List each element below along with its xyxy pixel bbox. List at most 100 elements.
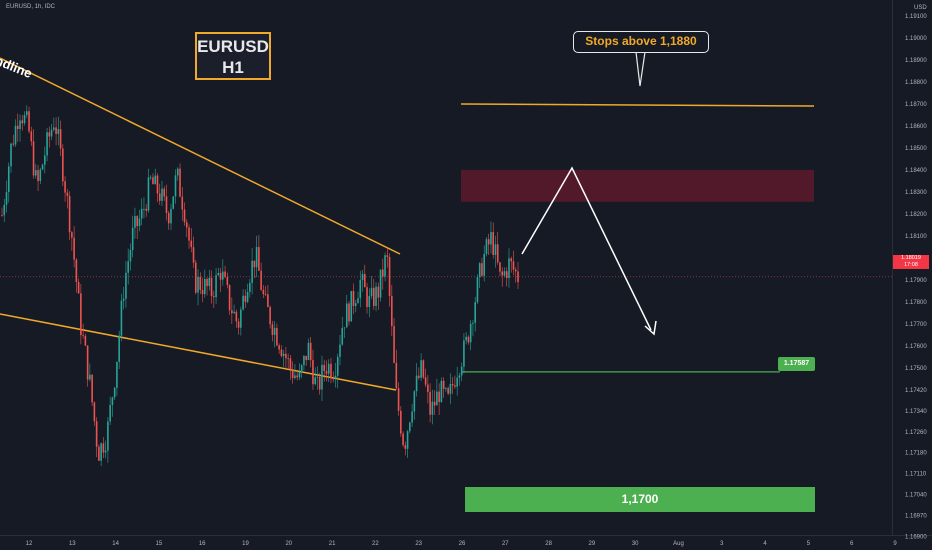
- candle-body: [253, 260, 256, 268]
- candle-body: [1, 215, 3, 216]
- candle-body: [37, 170, 39, 182]
- candle-body: [436, 391, 438, 406]
- candle-body: [107, 421, 109, 451]
- candle-body: [231, 310, 233, 314]
- candle-body: [44, 155, 46, 165]
- candle-body: [404, 445, 407, 449]
- candle-body: [348, 303, 350, 322]
- candle-body: [7, 166, 10, 193]
- y-tick-label: 1.18500: [905, 146, 927, 152]
- candle-body: [73, 237, 75, 260]
- candle-body: [291, 369, 294, 379]
- y-tick-label: 1.17040: [905, 493, 927, 499]
- timeframe-label: H1: [222, 58, 244, 77]
- stop-level-line: [460, 103, 815, 107]
- x-tick-label: 3: [720, 541, 724, 547]
- candle-body: [438, 391, 440, 403]
- candle-body: [84, 335, 87, 346]
- candle-body: [165, 196, 168, 213]
- candle-body: [161, 188, 163, 201]
- candle-body: [485, 239, 488, 254]
- candle-body: [246, 291, 249, 302]
- candle-body: [262, 290, 265, 295]
- y-tick-label: 1.18100: [905, 234, 927, 240]
- candle-body: [131, 227, 134, 251]
- candle-body: [249, 282, 251, 292]
- candle-body: [95, 421, 98, 447]
- y-tick-label: 1.19000: [905, 36, 927, 42]
- y-tick-label: 1.17180: [905, 451, 927, 457]
- candle-body: [458, 375, 461, 378]
- x-tick-label: 27: [502, 541, 509, 547]
- candle-body: [406, 431, 409, 449]
- candle-body: [23, 115, 26, 124]
- candle-body: [222, 271, 224, 280]
- candle-body: [334, 375, 337, 380]
- candle-body: [476, 277, 479, 303]
- candle-body: [499, 262, 501, 272]
- candle-body: [192, 247, 195, 263]
- candle-body: [181, 196, 184, 210]
- candle-body: [332, 378, 335, 380]
- candle-body: [213, 296, 215, 298]
- y-tick-label: 1.16970: [905, 513, 927, 519]
- y-tick-label: 1.17260: [905, 430, 927, 436]
- candle-body: [501, 271, 504, 276]
- candle-body: [393, 326, 395, 363]
- y-tick-label: 1.16900: [905, 534, 927, 540]
- candle-body: [377, 286, 380, 298]
- candle-body: [176, 168, 179, 176]
- candle-body: [190, 240, 193, 248]
- candle-body: [341, 327, 344, 345]
- candle-body: [483, 253, 486, 276]
- candle-body: [366, 287, 368, 308]
- y-tick-label: 1.19100: [905, 14, 927, 20]
- x-tick-label: 29: [589, 541, 596, 547]
- x-tick-label: 15: [156, 541, 163, 547]
- candle-body: [386, 255, 389, 257]
- candle-body: [111, 397, 114, 406]
- x-tick-label: 21: [329, 541, 336, 547]
- candle-body: [382, 269, 384, 277]
- candle-body: [413, 391, 416, 412]
- candle-body: [352, 290, 355, 306]
- bar-countdown: 17:08: [904, 261, 918, 268]
- candle-body: [255, 247, 258, 268]
- resistance-zone: [461, 169, 814, 202]
- candle-body: [415, 375, 418, 392]
- candle-body: [370, 287, 373, 297]
- candle-body: [307, 342, 310, 360]
- candle-body: [118, 335, 120, 362]
- candle-body: [357, 298, 359, 304]
- candle-body: [490, 232, 492, 245]
- candle-body: [363, 274, 366, 288]
- candle-body: [10, 143, 12, 167]
- candle-body: [172, 196, 175, 209]
- candle-body: [86, 345, 89, 380]
- candle-body: [359, 280, 362, 299]
- candle-body: [309, 342, 312, 361]
- candle-body: [12, 143, 15, 145]
- candle-body: [152, 177, 154, 185]
- candle-body: [240, 309, 242, 328]
- candle-body: [469, 323, 472, 343]
- candle-body: [53, 127, 55, 130]
- candle-body: [235, 311, 238, 322]
- candle-body: [30, 131, 33, 142]
- candle-body: [210, 277, 213, 297]
- y-tick-label: 1.18400: [905, 168, 927, 174]
- candle-body: [25, 111, 28, 116]
- candle-body: [228, 284, 231, 311]
- x-tick-label: 16: [199, 541, 206, 547]
- candle-body: [242, 295, 244, 310]
- candle-body: [343, 327, 346, 329]
- candle-body: [102, 443, 105, 453]
- candle-body: [260, 270, 262, 291]
- x-tick-label: 14: [112, 541, 119, 547]
- x-tick-label: 6: [850, 541, 854, 547]
- y-tick-label: 1.18200: [905, 212, 927, 218]
- candle-body: [57, 129, 60, 134]
- candle-body: [503, 271, 506, 276]
- candle-body: [424, 377, 427, 385]
